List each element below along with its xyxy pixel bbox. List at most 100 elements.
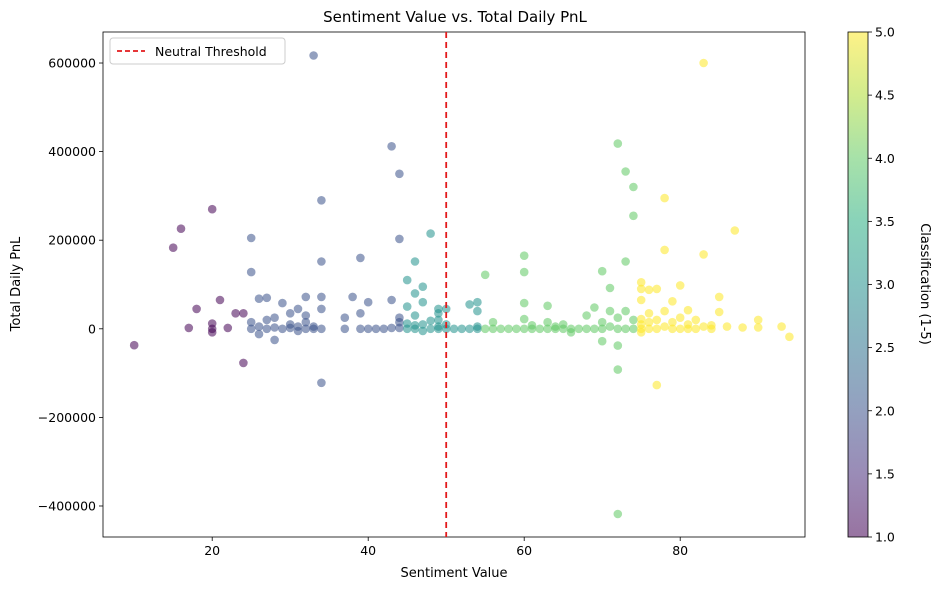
x-tick-label: 60: [516, 543, 532, 558]
chart-title: Sentiment Value vs. Total Daily PnL: [323, 8, 587, 26]
data-point: [434, 315, 443, 325]
data-point: [519, 298, 529, 308]
y-tick-label: 600000: [48, 56, 96, 71]
data-point: [301, 311, 311, 320]
data-point: [660, 306, 669, 316]
data-point: [434, 309, 443, 318]
data-point: [753, 315, 763, 325]
data-point: [558, 324, 568, 334]
colorbar: [847, 31, 869, 538]
data-point: [426, 316, 435, 326]
data-point: [683, 324, 693, 334]
data-point: [457, 324, 467, 334]
y-tick-label: −400000: [38, 498, 96, 513]
data-point: [301, 292, 311, 302]
colorbar-tick-label: 1.0: [875, 530, 895, 545]
data-point: [519, 314, 529, 324]
data-point: [379, 324, 389, 334]
data-point: [192, 304, 201, 314]
data-point: [278, 298, 287, 308]
data-point: [387, 323, 396, 333]
data-point: [402, 302, 412, 311]
data-point: [597, 317, 607, 327]
data-point: [636, 295, 646, 305]
data-point: [488, 324, 498, 334]
data-point: [371, 324, 381, 334]
x-tick-label: 20: [204, 543, 220, 558]
data-point: [176, 224, 186, 233]
data-point: [738, 323, 747, 332]
data-point: [504, 324, 513, 334]
y-tick-label: 0: [88, 321, 96, 336]
data-point: [590, 324, 599, 334]
data-point: [278, 324, 287, 334]
data-point: [246, 267, 256, 277]
data-point: [473, 324, 482, 334]
data-point: [309, 324, 318, 334]
colorbar-tick-label: 3.0: [875, 277, 895, 292]
data-point: [426, 229, 435, 238]
data-point: [301, 317, 311, 327]
data-point: [184, 323, 194, 333]
data-point: [293, 304, 303, 314]
data-point: [582, 311, 591, 320]
data-point: [527, 324, 537, 334]
data-point: [691, 324, 701, 334]
colorbar-tick-label: 5.0: [875, 25, 895, 40]
data-point: [293, 326, 303, 336]
data-point: [356, 324, 365, 334]
data-point: [285, 309, 295, 318]
data-point: [262, 324, 272, 334]
data-point: [480, 324, 490, 334]
data-point: [699, 322, 708, 331]
data-point: [340, 324, 350, 334]
data-point: [652, 380, 662, 390]
data-point: [519, 267, 529, 277]
data-point: [395, 169, 404, 179]
data-point: [426, 324, 435, 334]
data-point: [317, 292, 326, 302]
data-point: [512, 324, 521, 334]
data-point: [730, 226, 740, 235]
data-point: [129, 340, 139, 350]
data-point: [660, 193, 669, 203]
data-point: [270, 323, 279, 332]
data-point: [714, 307, 724, 317]
data-point: [621, 306, 630, 316]
data-point: [675, 324, 685, 334]
data-point: [652, 284, 662, 294]
colorbar-tick-label: 2.5: [875, 340, 895, 355]
data-point: [246, 324, 256, 334]
data-point: [582, 324, 591, 334]
x-axis-label: Sentiment Value: [400, 566, 507, 581]
data-point: [309, 51, 318, 60]
data-point: [644, 285, 654, 295]
data-point: [644, 317, 654, 327]
data-point: [223, 323, 233, 333]
data-point: [613, 365, 623, 374]
data-point: [613, 509, 623, 519]
data-point: [480, 270, 490, 280]
data-point: [356, 253, 365, 263]
data-point: [496, 324, 506, 334]
data-point: [753, 323, 763, 332]
legend: Neutral Threshold: [109, 37, 286, 65]
data-point: [629, 211, 638, 221]
y-axis-label: Total Daily PnL: [9, 236, 24, 332]
colorbar-tick-label: 3.5: [875, 214, 895, 229]
data-point: [410, 324, 420, 334]
data-point: [270, 335, 279, 345]
data-point: [683, 305, 693, 315]
data-point: [621, 324, 630, 334]
data-point: [254, 294, 264, 304]
data-point: [543, 324, 552, 334]
data-point: [785, 332, 794, 342]
data-point: [207, 204, 217, 214]
data-point: [519, 324, 529, 334]
legend-box: [109, 37, 286, 65]
data-point: [207, 328, 217, 337]
data-point: [613, 324, 623, 334]
data-point: [691, 315, 701, 325]
data-point: [410, 257, 420, 266]
data-point: [636, 278, 646, 287]
